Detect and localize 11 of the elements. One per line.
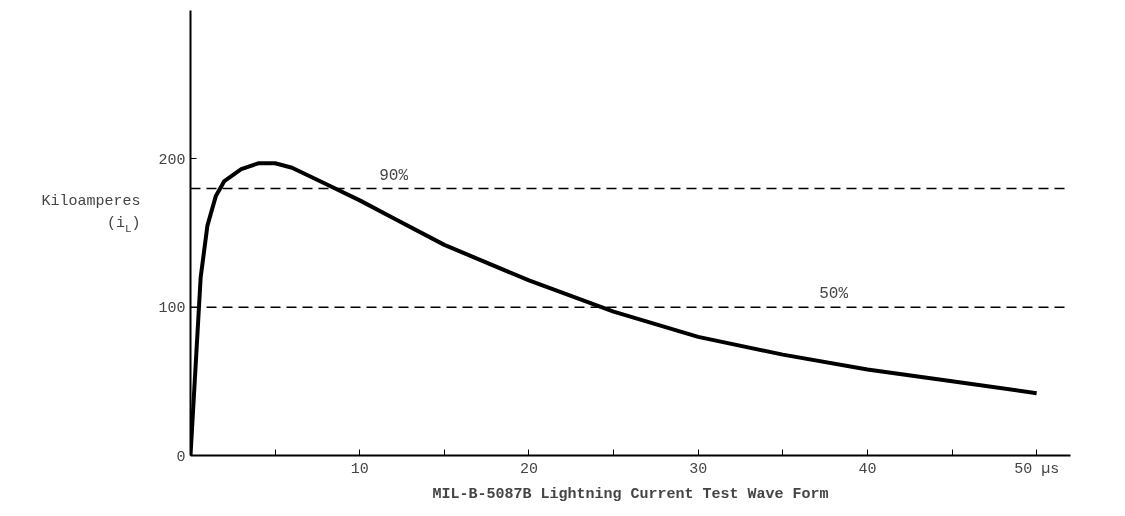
annotation: 50% [819,285,849,304]
x-tick-label: 30 [689,460,708,478]
x-tick-label: 50 µs [1014,460,1060,478]
text: MIL-B-5087B Lightning Current Test Wave Form [432,485,829,503]
y-tick-label: 100 [158,300,186,318]
x-tick-label: 10 [350,460,369,478]
x-tick-label: 40 [858,460,877,478]
annotation: 90% [379,166,409,185]
y-tick-label: 0 [176,448,186,466]
x-tick-label: 20 [519,460,538,478]
y-tick-label: 200 [158,151,186,169]
